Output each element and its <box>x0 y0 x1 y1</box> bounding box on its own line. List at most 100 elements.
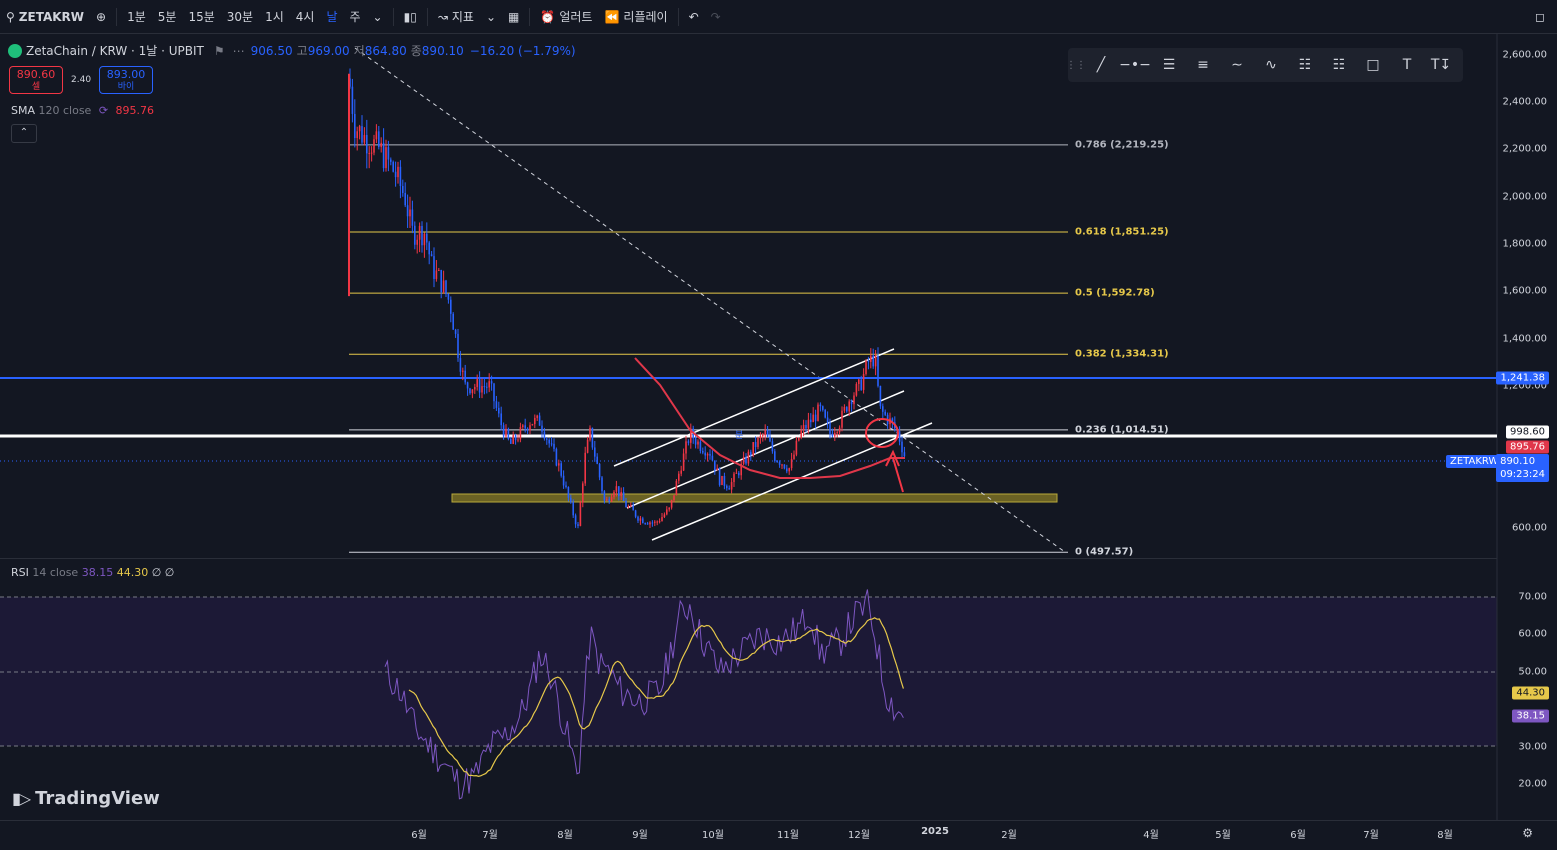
time-axis-label: 6월 <box>411 830 427 841</box>
symbol-search[interactable]: ⚲ ZETAKRW <box>0 0 90 33</box>
indicators-dropdown[interactable]: ⌄ <box>480 0 502 33</box>
tv-logo-icon: ▮▷ <box>12 789 31 808</box>
text-style-icon[interactable]: T↧ <box>1430 57 1452 73</box>
fib-extension-icon[interactable]: ☷ <box>1332 57 1346 73</box>
buy-button[interactable]: 893.00 바이 <box>99 66 154 94</box>
countdown: 09:23:24 <box>1500 469 1545 480</box>
candle-body <box>351 86 354 114</box>
candle-body <box>385 147 387 169</box>
candle-body <box>584 452 586 484</box>
interval-15m[interactable]: 15분 <box>188 10 215 24</box>
rsi-value: 38.15 <box>81 566 114 579</box>
time-axis-label: 9월 <box>632 830 648 841</box>
pane-separator[interactable] <box>0 558 1497 559</box>
redo-icon: ↷ <box>710 9 721 24</box>
candle-body <box>829 422 831 434</box>
flag-icon[interactable]: ⚑ <box>213 43 225 58</box>
candle-body <box>874 355 877 367</box>
time-axis[interactable] <box>0 820 1557 850</box>
candle-body <box>750 451 752 456</box>
candle-body <box>404 192 406 206</box>
rectangle-tool-icon[interactable]: □ <box>1366 57 1380 73</box>
candle-body <box>903 452 906 457</box>
sell-label: 셀 <box>31 82 41 92</box>
interval-dropdown[interactable]: ⌄ <box>367 0 389 33</box>
candle-body <box>567 487 570 498</box>
ray-tool-icon[interactable]: −•− <box>1119 57 1151 73</box>
undo-button[interactable]: ↶ <box>683 0 705 33</box>
interval-5m[interactable]: 5분 <box>157 10 177 24</box>
templates-button[interactable]: ▦ <box>502 0 525 33</box>
candle-body <box>649 522 651 525</box>
rsi-legend[interactable]: RSI 14 close 38.15 44.30 ∅ ∅ <box>11 566 174 579</box>
legend-open: 906.50 <box>250 43 293 58</box>
candle-body <box>490 381 493 384</box>
replay-button[interactable]: ⏪ 리플레이 <box>598 0 673 33</box>
indicators-button[interactable]: ↝ 지표 <box>432 0 480 33</box>
candle-body <box>747 451 750 464</box>
sma-line <box>634 357 905 479</box>
time-axis-label: 2025 <box>921 826 949 837</box>
candle-body <box>865 360 867 374</box>
candle-body <box>426 233 428 243</box>
chart-type-button[interactable]: ▮▯ <box>398 0 423 33</box>
rsi-tag: 38.15 <box>1512 709 1549 723</box>
sma-value: 895.76 <box>115 104 155 117</box>
parallel-channel-icon[interactable]: ☰ <box>1162 57 1176 73</box>
interval-1h[interactable]: 1시 <box>265 10 284 24</box>
interval-30m[interactable]: 30분 <box>226 10 254 24</box>
channel-mid <box>626 390 905 509</box>
candle-body <box>555 448 558 466</box>
collapse-legend-button[interactable]: ⌃ <box>11 124 37 143</box>
fib-icon[interactable]: ☷ <box>1298 57 1312 73</box>
sma-legend[interactable]: SMA 120 close ⟳ 895.76 <box>11 104 154 117</box>
candle-body <box>522 425 524 428</box>
legend-close: 890.10 <box>421 43 464 58</box>
text-tool-icon[interactable]: T <box>1402 57 1412 73</box>
tradingview-logo[interactable]: ▮▷ TradingView <box>12 788 160 809</box>
candle-body <box>469 388 471 394</box>
candle-body <box>740 463 742 476</box>
sell-button[interactable]: 890.60 셀 <box>9 66 63 94</box>
fullscreen-button[interactable]: ◻ <box>1529 0 1551 33</box>
legend-high: 969.00 <box>307 43 350 58</box>
interval-1m[interactable]: 1분 <box>127 10 146 24</box>
candle-body <box>409 209 411 217</box>
candle-body <box>358 126 361 132</box>
candle-body <box>654 521 656 523</box>
candle-body <box>675 480 678 496</box>
trendline-tool-icon[interactable]: ╱ <box>1096 57 1106 73</box>
candle-body <box>574 515 577 525</box>
interval-4h[interactable]: 4시 <box>295 10 315 24</box>
compare-button[interactable]: ⊕ <box>90 0 112 33</box>
interval-day[interactable]: 날 <box>326 10 338 24</box>
redo-button[interactable]: ↷ <box>705 0 727 33</box>
candle-body <box>375 131 378 140</box>
candle-body <box>661 517 663 522</box>
hline-price-tag: 1,241.38 <box>1496 371 1549 385</box>
drag-handle-icon[interactable]: ⋮⋮ <box>1066 59 1086 71</box>
candle-body <box>699 441 702 451</box>
rsi-ma-line <box>408 617 904 777</box>
rsi-label: RSI <box>11 566 29 579</box>
pattern-icon[interactable]: ∼ <box>1231 57 1243 73</box>
pitchfork-icon[interactable]: ≡ <box>1197 57 1209 73</box>
rsi-axis-label: 60.00 <box>1518 628 1547 640</box>
symbol-name: ZETAKRW <box>18 9 85 24</box>
candle-body <box>370 152 373 154</box>
price-axis-label: 1,600.00 <box>1502 285 1547 297</box>
alert-button[interactable]: ⏰ 얼러트 <box>534 0 598 33</box>
candle-body <box>464 370 466 383</box>
fib-level-label: 0.618 (1,851.25) <box>1075 226 1169 238</box>
candle-body <box>870 355 872 362</box>
abcd-pattern-icon[interactable]: ∿ <box>1265 57 1277 73</box>
interval-week[interactable]: 주 <box>349 10 361 24</box>
candle-body <box>406 205 409 217</box>
candle-body <box>867 360 870 362</box>
candle-body <box>704 452 706 456</box>
more-icon[interactable]: ⋯ <box>232 43 245 58</box>
candle-body <box>778 462 781 465</box>
candle-body <box>529 425 531 431</box>
settings-icon[interactable]: ⚙ <box>1522 826 1533 840</box>
